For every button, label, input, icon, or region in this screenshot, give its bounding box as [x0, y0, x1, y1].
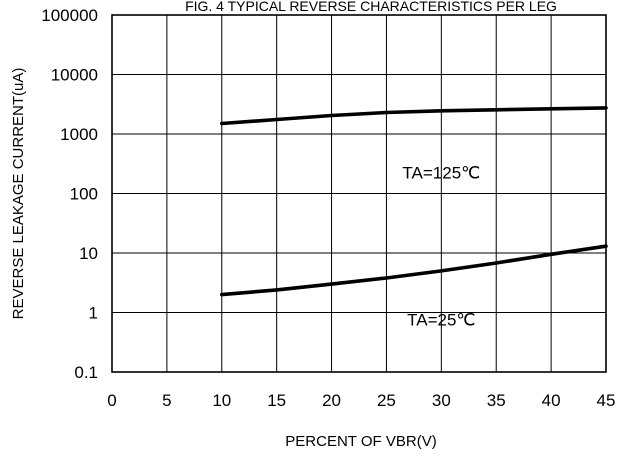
x-tick-label: 20 — [322, 391, 341, 410]
series-line — [220, 244, 608, 297]
x-tick-label: 35 — [487, 391, 506, 410]
chart-title: FIG. 4 TYPICAL REVERSE CHARACTERISTICS P… — [185, 0, 557, 14]
y-tick-label: 100000 — [41, 6, 98, 25]
y-tick-label: 10 — [79, 244, 98, 263]
grid — [111, 14, 607, 373]
x-tick-label: 5 — [162, 391, 171, 410]
x-tick-label: 30 — [432, 391, 451, 410]
y-tick-label: 0.1 — [74, 363, 98, 382]
x-tick-label: 10 — [212, 391, 231, 410]
y-tick-label: 10000 — [51, 66, 98, 85]
x-tick-label: 40 — [542, 391, 561, 410]
series-layer — [220, 106, 608, 297]
x-tick-label: 0 — [107, 391, 116, 410]
x-axis-title: PERCENT OF VBR(V) — [285, 433, 436, 450]
y-axis-title: REVERSE LEAKAGE CURRENT(uA) — [10, 68, 27, 320]
annotations: TA=125℃ TA=25℃ — [402, 163, 480, 329]
series-annotation: TA=125℃ — [402, 163, 480, 182]
x-tick-label: 25 — [377, 391, 396, 410]
y-tick-label: 100 — [70, 185, 98, 204]
y-tick-label: 1000 — [60, 125, 98, 144]
plot-frame — [111, 14, 607, 373]
y-axis-ticks: 0.1 1 10 100 1000 10000 100000 — [41, 6, 98, 382]
x-tick-label: 15 — [267, 391, 286, 410]
x-axis-ticks: 0 5 10 15 20 25 30 35 40 45 — [107, 391, 615, 410]
series-line — [220, 106, 608, 126]
y-tick-label: 1 — [89, 304, 98, 323]
series-annotation: TA=25℃ — [407, 311, 475, 330]
x-tick-label: 45 — [597, 391, 616, 410]
